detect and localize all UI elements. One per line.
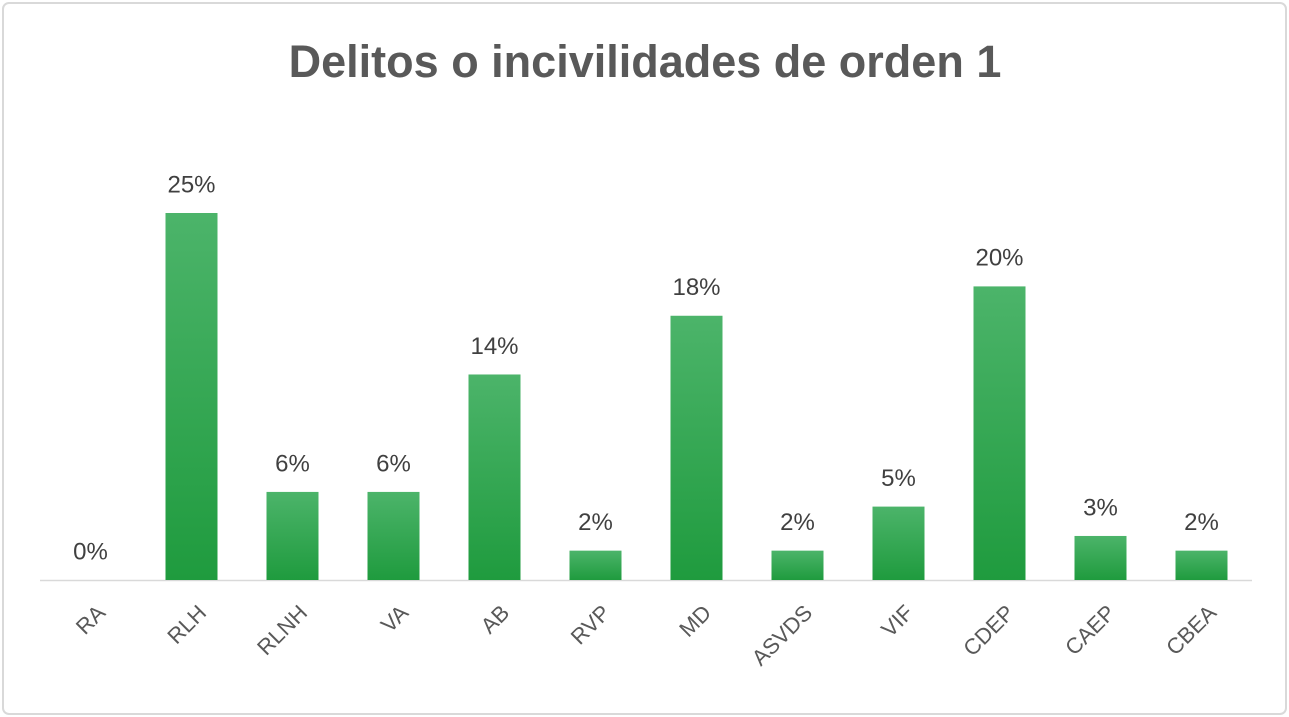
- data-label: 14%: [470, 333, 518, 360]
- bar: [1074, 535, 1127, 580]
- data-label: 5%: [881, 465, 916, 492]
- bar: [266, 491, 319, 580]
- data-label: 20%: [975, 245, 1023, 272]
- bar: [569, 550, 622, 580]
- data-label: 2%: [780, 509, 815, 536]
- bar: [367, 491, 420, 580]
- data-label: 2%: [1184, 509, 1219, 536]
- bar: [1175, 550, 1228, 580]
- bar: [165, 213, 218, 580]
- data-label: 6%: [275, 450, 310, 477]
- data-label: 3%: [1083, 494, 1118, 521]
- bar: [872, 506, 925, 580]
- data-label: 2%: [578, 509, 613, 536]
- chart-title: Delitos o incivilidades de orden 1: [289, 36, 1002, 87]
- data-label: 18%: [672, 274, 720, 301]
- data-label: 0%: [73, 538, 108, 565]
- bar: [670, 315, 723, 580]
- bar: [771, 550, 824, 580]
- bar: [468, 374, 521, 580]
- bar: [973, 286, 1026, 580]
- data-label: 6%: [376, 450, 411, 477]
- data-label: 25%: [167, 171, 215, 198]
